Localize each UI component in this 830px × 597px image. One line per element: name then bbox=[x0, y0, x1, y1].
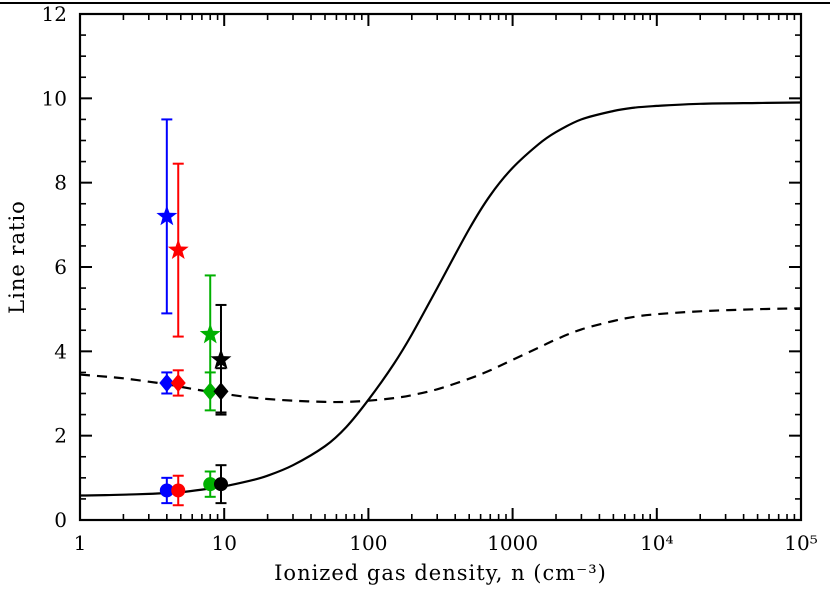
x-axis-label: Ionized gas density, n (cm⁻³) bbox=[274, 561, 607, 585]
circle-marker bbox=[171, 483, 186, 498]
y-tick-label: 6 bbox=[54, 255, 67, 279]
circle-marker bbox=[213, 477, 228, 492]
diamond-marker bbox=[202, 382, 218, 401]
x-tick-label: 10 bbox=[211, 531, 236, 555]
diamond-marker bbox=[213, 382, 229, 401]
window-top-rule bbox=[0, 2, 830, 4]
y-tick-label: 12 bbox=[42, 2, 67, 26]
star-marker bbox=[210, 348, 232, 369]
x-tick-label: 10⁴ bbox=[640, 531, 673, 555]
dashed-model-curve bbox=[79, 307, 802, 404]
y-tick-label: 10 bbox=[42, 86, 67, 110]
circle-marker bbox=[159, 483, 174, 498]
solid-model-curve bbox=[79, 101, 802, 497]
diamond-marker bbox=[170, 373, 186, 392]
x-tick-label: 1000 bbox=[487, 531, 538, 555]
x-tick-label: 1 bbox=[74, 531, 87, 555]
star-marker bbox=[199, 323, 221, 344]
y-tick-label: 4 bbox=[54, 339, 67, 363]
x-tick-label: 10⁵ bbox=[784, 531, 817, 555]
circle-marker bbox=[203, 477, 218, 492]
y-tick-label: 2 bbox=[54, 424, 67, 448]
y-tick-label: 0 bbox=[54, 508, 67, 532]
plot-box bbox=[78, 12, 803, 522]
diamond-marker bbox=[159, 373, 175, 392]
x-tick-label: 100 bbox=[349, 531, 387, 555]
star-marker bbox=[156, 205, 178, 226]
star-marker bbox=[167, 239, 189, 259]
y-tick-label: 8 bbox=[54, 171, 67, 195]
y-axis-label: Line ratio bbox=[5, 200, 29, 314]
